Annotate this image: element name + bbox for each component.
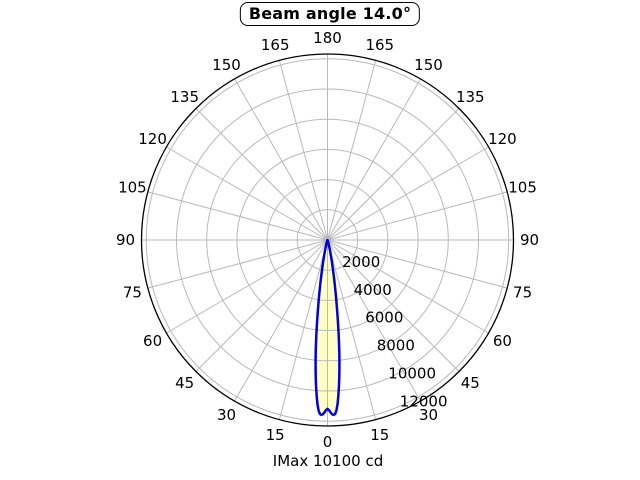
spoke-gridline <box>327 146 489 241</box>
spoke-gridline <box>147 239 328 289</box>
angle-tick-label: 30 <box>217 406 236 424</box>
chart-title-box: Beam angle 14.0° <box>239 2 421 26</box>
angle-tick-label: 45 <box>461 374 480 392</box>
spoke-gridline <box>327 239 377 420</box>
radius-tick-label: 12000 <box>400 392 448 410</box>
spoke-gridline <box>234 78 328 241</box>
spoke-gridline <box>327 239 508 289</box>
spoke-gridline <box>234 239 328 402</box>
beam-lobe-outline <box>314 238 341 417</box>
angle-tick-label: 45 <box>175 374 194 392</box>
angle-tick-label: 30 <box>419 406 438 424</box>
radius-tick-label: 2000 <box>342 253 380 271</box>
imax-label: IMax 10100 cd <box>272 452 384 470</box>
angle-tick-label: 15 <box>266 426 285 444</box>
spoke-gridline <box>166 146 328 241</box>
spoke-gridline <box>327 239 489 334</box>
angle-tick-label: 105 <box>118 179 147 197</box>
spoke-gridline <box>278 60 328 241</box>
spoke-gridline <box>278 239 328 420</box>
spoke-gridline <box>327 108 460 241</box>
radius-tick-label: 4000 <box>354 281 392 299</box>
angle-tick-label: 135 <box>170 88 199 106</box>
spoke-gridline <box>195 108 328 241</box>
spoke-gridline <box>327 60 377 241</box>
angle-tick-label: 90 <box>520 231 539 249</box>
angle-tick-label: 75 <box>123 283 142 301</box>
angle-tick-label: 75 <box>513 283 532 301</box>
angle-tick-label: 0 <box>323 433 333 451</box>
spoke-gridline <box>195 239 328 372</box>
angle-tick-label: 120 <box>488 130 517 148</box>
spoke-gridline <box>327 239 421 402</box>
radius-tick-label: 6000 <box>365 309 403 327</box>
angle-tick-label: 150 <box>212 56 241 74</box>
angle-tick-label: 120 <box>138 130 167 148</box>
spoke-gridline <box>327 78 421 241</box>
radius-tick-label: 10000 <box>388 365 436 383</box>
angle-tick-label: 15 <box>370 426 389 444</box>
angle-tick-label: 90 <box>116 231 135 249</box>
angle-tick-label: 180 <box>313 29 342 47</box>
radius-tick-label: 8000 <box>377 337 415 355</box>
angle-tick-label: 150 <box>414 56 443 74</box>
spoke-gridline <box>327 239 460 372</box>
spoke-gridline <box>166 239 328 334</box>
chart-title: Beam angle 14.0° <box>248 4 412 23</box>
angle-tick-label: 165 <box>365 36 394 54</box>
angle-tick-label: 135 <box>456 88 485 106</box>
angle-tick-label: 60 <box>143 332 162 350</box>
angle-tick-label: 105 <box>508 179 537 197</box>
spoke-gridline <box>147 191 328 241</box>
angle-tick-label: 165 <box>261 36 290 54</box>
outer-circle <box>140 53 515 427</box>
angle-tick-label: 60 <box>493 332 512 350</box>
spoke-gridline <box>327 191 508 241</box>
